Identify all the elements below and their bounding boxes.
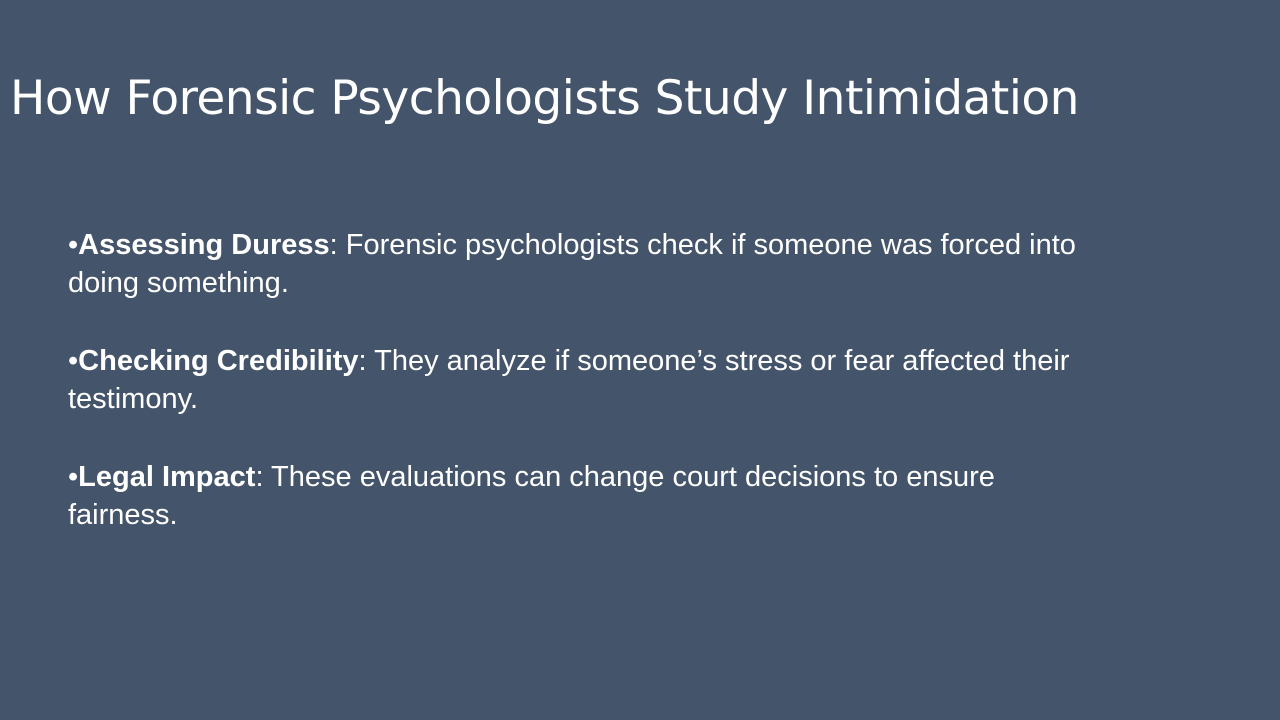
bullet-term: Checking Credibility xyxy=(78,345,359,377)
bullet-marker: • xyxy=(68,345,79,377)
bullet-text: These evaluations can change court decis… xyxy=(68,461,995,531)
bullet-term: Legal Impact xyxy=(78,461,256,493)
bullet-separator: : xyxy=(255,461,264,493)
bullet-separator: : xyxy=(358,345,367,377)
bullet-item-legal-impact: •Legal Impact: These evaluations can cha… xyxy=(68,458,1098,534)
slide-title: How Forensic Psychologists Study Intimid… xyxy=(10,71,1079,126)
bullet-item-assessing-duress: •Assessing Duress: Forensic psychologist… xyxy=(68,226,1098,302)
bullet-list: •Assessing Duress: Forensic psychologist… xyxy=(68,226,1098,574)
bullet-marker: • xyxy=(68,229,79,261)
bullet-item-checking-credibility: •Checking Credibility: They analyze if s… xyxy=(68,342,1098,418)
bullet-text: Forensic psychologists check if someone … xyxy=(68,229,1076,299)
bullet-text: They analyze if someone’s stress or fear… xyxy=(68,345,1070,415)
bullet-marker: • xyxy=(68,461,79,493)
bullet-separator: : xyxy=(329,229,338,261)
bullet-term: Assessing Duress xyxy=(78,229,330,261)
